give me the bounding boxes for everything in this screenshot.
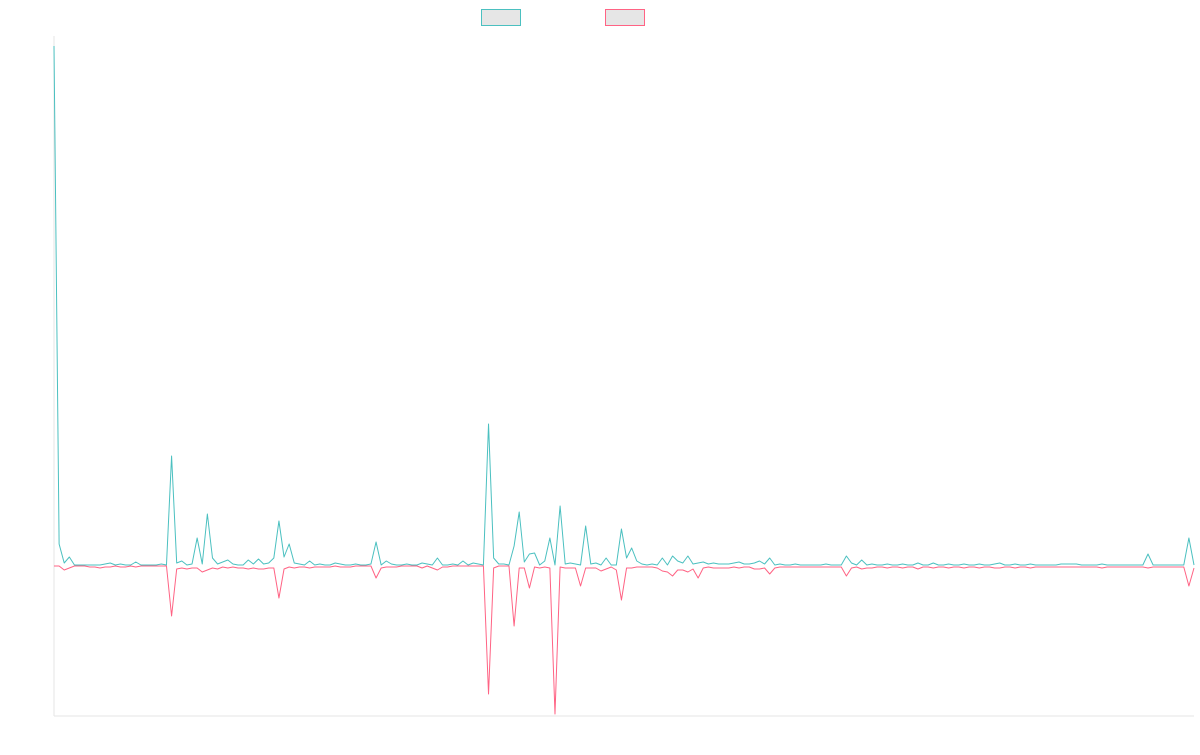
- legend-swatch-2[interactable]: [605, 9, 645, 26]
- legend-swatch-1[interactable]: [481, 9, 521, 26]
- series-line-2: [54, 565, 1195, 715]
- axes: [53, 36, 1194, 717]
- series-line-1: [53, 45, 1195, 566]
- series-layer: [53, 45, 1195, 715]
- legend: [481, 9, 645, 26]
